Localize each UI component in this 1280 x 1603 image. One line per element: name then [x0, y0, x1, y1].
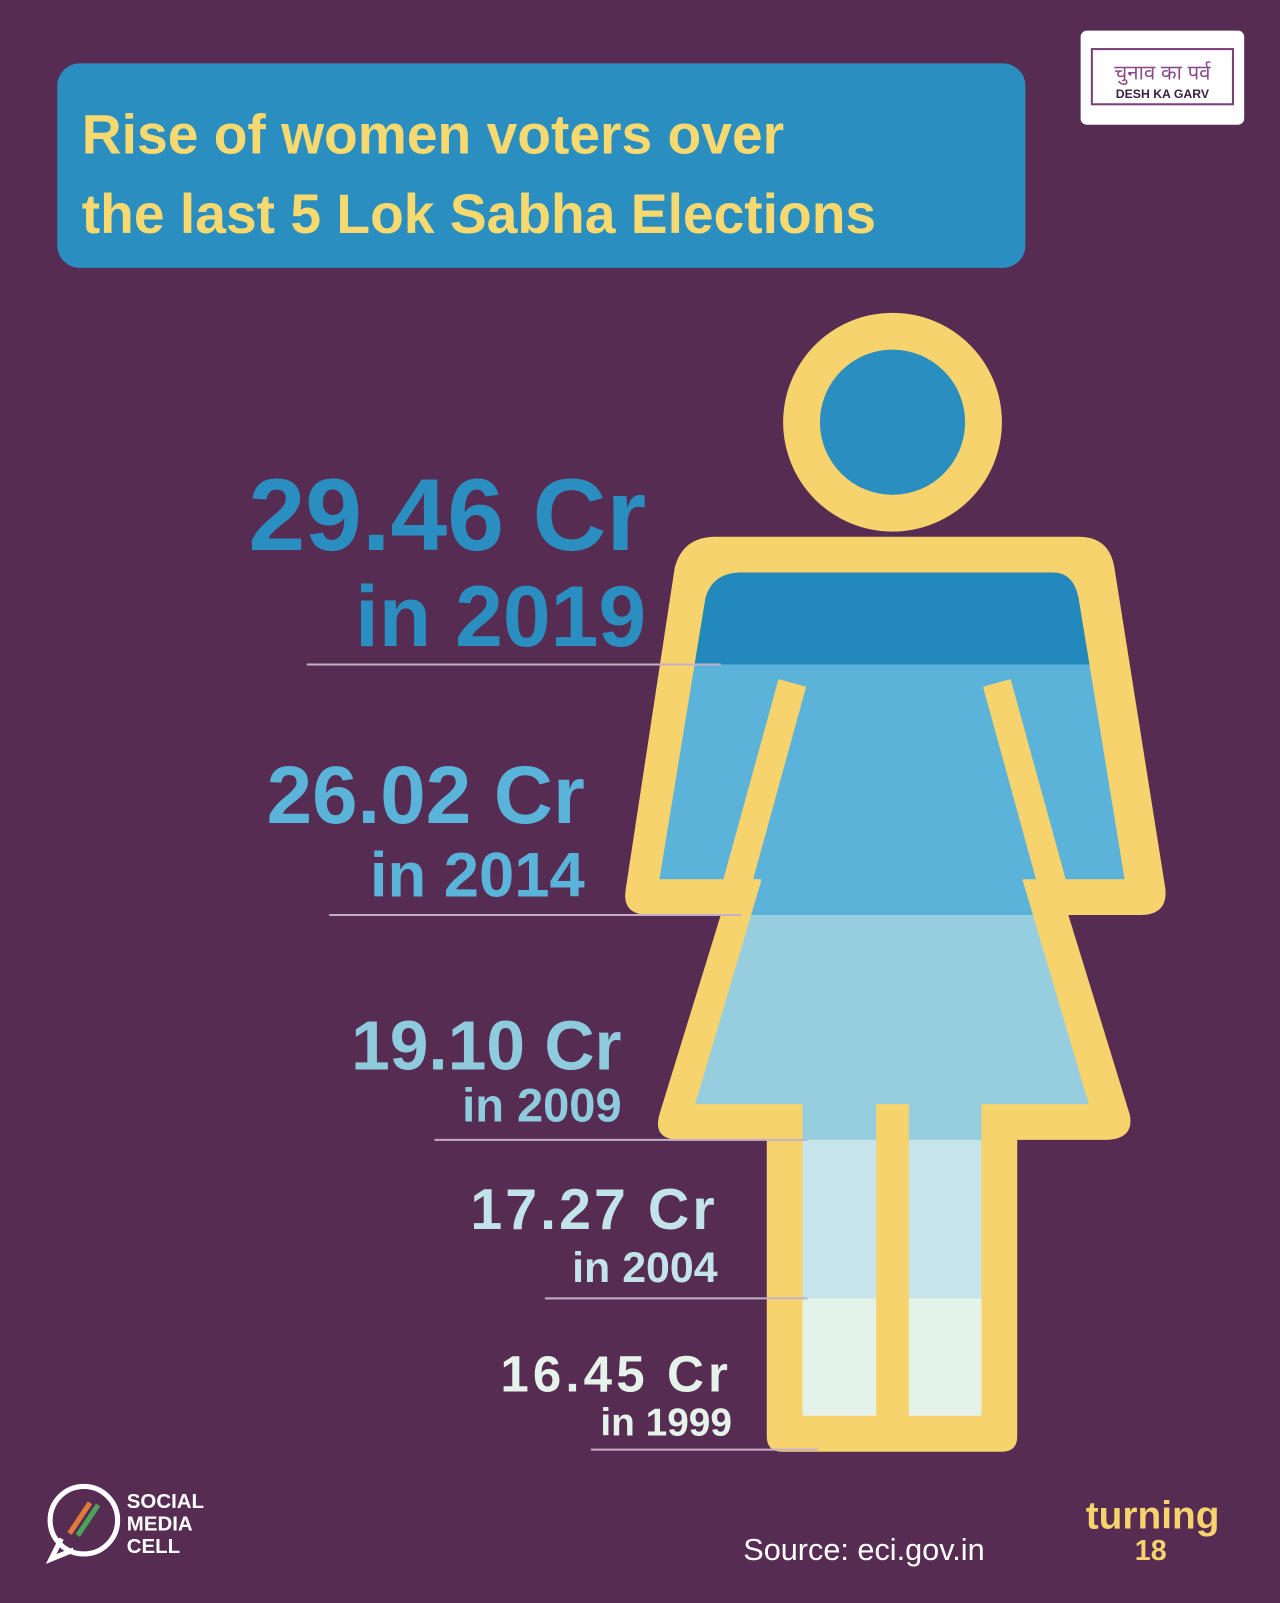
title-line: Rise of women voters over [82, 103, 784, 165]
stat-year: in 2004 [572, 1244, 718, 1292]
brand-number: 18 [1135, 1535, 1167, 1567]
title-line: the last 5 Lok Sabha Elections [82, 183, 876, 245]
brand: turning [1086, 1494, 1220, 1537]
stat-year: in 2009 [462, 1078, 621, 1131]
logo-box [1080, 30, 1245, 125]
logo-hindi: चुनाव का पर्व [1114, 61, 1211, 86]
logo-tagline: DESH KA GARV [1116, 87, 1210, 101]
stat-year: in 1999 [600, 1401, 732, 1444]
head [819, 349, 966, 495]
dividers [306, 663, 818, 1451]
band [659, 572, 1125, 665]
stat-value: 29.46 Cr [248, 457, 646, 572]
cell-text: MEDIA [127, 1512, 193, 1535]
title-box [57, 63, 1026, 268]
cell-icon-tail [45, 1537, 75, 1564]
arm-divider [982, 679, 1069, 899]
stat-year: in 2014 [370, 841, 585, 911]
cell-text: CELL [127, 1535, 180, 1558]
stat-value: 16.45 Cr [500, 1345, 732, 1402]
cell-text: SOCIAL [127, 1490, 204, 1513]
cell-icon-mark [75, 1503, 101, 1537]
stat-value: 17.27 Cr [470, 1178, 717, 1242]
arm-divider [720, 679, 807, 899]
cell-icon [47, 1483, 121, 1557]
stat-value: 26.02 Cr [267, 750, 585, 841]
stat-year: in 2019 [355, 569, 646, 665]
cell-icon-mark [67, 1501, 93, 1535]
stat-value: 19.10 Cr [351, 1006, 621, 1084]
logo-frame [1090, 48, 1234, 106]
source: Source: eci.gov.in [743, 1533, 984, 1567]
